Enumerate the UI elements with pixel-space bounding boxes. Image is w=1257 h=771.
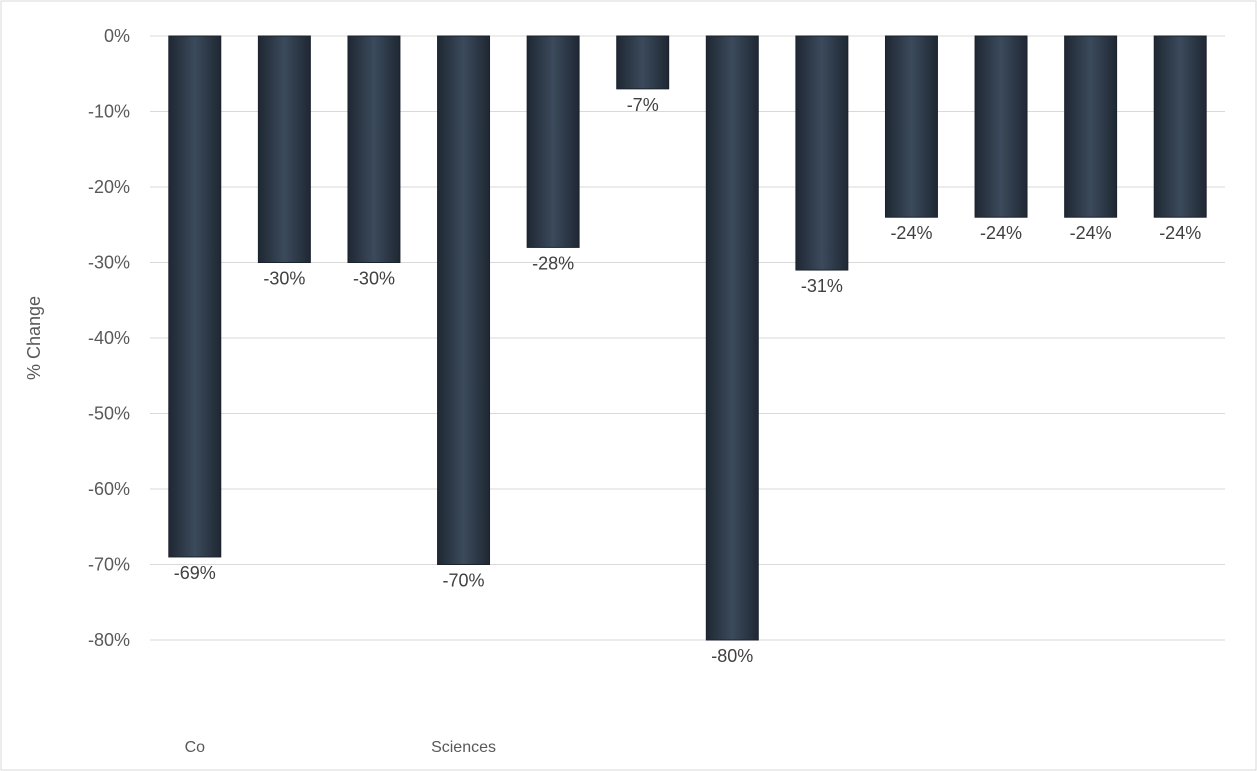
data-label: -24%: [890, 223, 932, 243]
bar: [168, 35, 222, 558]
bar: [347, 35, 401, 263]
y-axis-title: % Change: [24, 296, 44, 380]
bar: [1064, 35, 1118, 218]
data-label: -30%: [263, 269, 305, 289]
y-tick-label: -40%: [88, 328, 130, 348]
data-label: -31%: [801, 276, 843, 296]
data-label: -7%: [627, 95, 659, 115]
bar: [437, 35, 491, 565]
y-tick-label: -60%: [88, 479, 130, 499]
gridlines: [150, 35, 1225, 641]
x-axis-categories: Co Sciences: [185, 739, 496, 756]
y-tick-label: -50%: [88, 404, 130, 424]
bar: [257, 35, 311, 263]
data-label: -70%: [443, 571, 485, 591]
data-label: -24%: [1070, 223, 1112, 243]
data-labels: -69% -30% -30% -70% -28% -7% -80% -31% -24% -24% -…: [174, 95, 1201, 666]
bar: [526, 35, 580, 248]
y-axis-ticks: 0% -10% -20% -30% -40% -50% -60% -70% -80%: [88, 26, 130, 650]
category-label: Co: [185, 739, 206, 756]
data-label: -24%: [1159, 223, 1201, 243]
bars: [168, 35, 1207, 641]
y-tick-label: -70%: [88, 555, 130, 575]
data-label: -30%: [353, 269, 395, 289]
data-label: -24%: [980, 223, 1022, 243]
bar: [616, 35, 670, 90]
data-label: -69%: [174, 563, 216, 583]
y-tick-label: -80%: [88, 630, 130, 650]
y-tick-label: -30%: [88, 253, 130, 273]
data-label: -80%: [711, 646, 753, 666]
y-tick-label: 0%: [104, 26, 130, 46]
data-label: -28%: [532, 253, 574, 273]
bar: [884, 35, 938, 218]
y-tick-label: -10%: [88, 102, 130, 122]
bar: [1153, 35, 1207, 218]
y-tick-label: -20%: [88, 177, 130, 197]
bar: [795, 35, 849, 271]
category-label: Sciences: [431, 739, 496, 756]
bar: [974, 35, 1028, 218]
bar: [705, 35, 759, 641]
